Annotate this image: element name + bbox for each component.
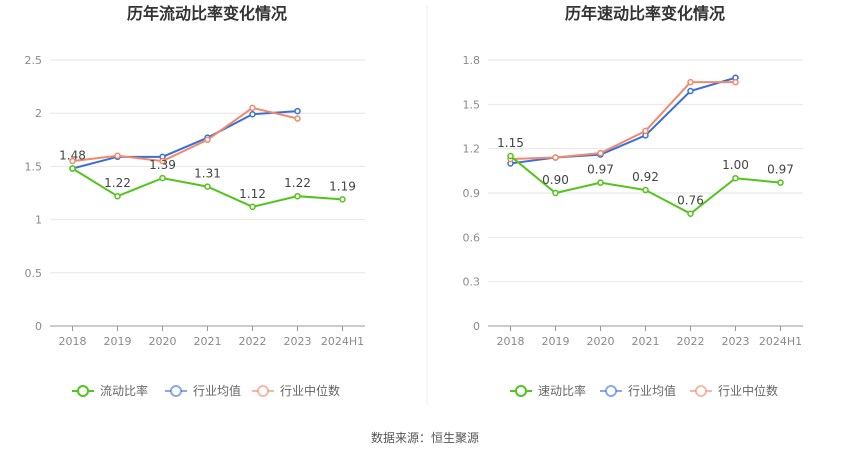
data-point bbox=[777, 179, 784, 186]
legend-marker[interactable] bbox=[257, 385, 269, 397]
data-label: 1.22 bbox=[104, 176, 131, 190]
chart-title: 历年速动比率变化情况 bbox=[565, 4, 725, 23]
legend-label[interactable]: 行业中位数 bbox=[718, 383, 778, 398]
data-label: 1.12 bbox=[239, 187, 266, 201]
legend-marker[interactable] bbox=[695, 385, 707, 397]
data-point bbox=[642, 127, 649, 135]
data-label: 0.97 bbox=[587, 163, 614, 177]
legend-marker[interactable] bbox=[605, 385, 617, 397]
source-label: 数据来源：恒生聚源 bbox=[371, 430, 479, 445]
legend-marker[interactable] bbox=[515, 385, 527, 397]
data-point bbox=[114, 152, 121, 160]
x-tick-label: 2018 bbox=[497, 335, 525, 348]
y-tick-label: 1 bbox=[35, 214, 42, 227]
data-label: 0.90 bbox=[542, 173, 569, 187]
y-tick-label: 1.2 bbox=[463, 143, 481, 156]
series-line bbox=[510, 81, 736, 161]
data-label: 1.31 bbox=[194, 167, 221, 181]
data-point bbox=[114, 192, 121, 200]
data-point bbox=[249, 104, 256, 112]
x-tick-label: 2020 bbox=[587, 335, 615, 348]
data-point bbox=[204, 136, 211, 144]
x-tick-label: 2019 bbox=[104, 335, 132, 348]
data-point bbox=[249, 203, 256, 211]
y-tick-label: 0 bbox=[473, 320, 480, 333]
y-tick-label: 2.5 bbox=[25, 54, 43, 67]
y-tick-label: 0 bbox=[35, 320, 42, 333]
y-tick-label: 1.8 bbox=[463, 54, 481, 67]
legend-marker[interactable] bbox=[77, 385, 89, 397]
data-point bbox=[249, 111, 256, 118]
y-tick-label: 1.5 bbox=[25, 160, 43, 173]
x-tick-label: 2024H1 bbox=[321, 335, 364, 348]
data-point bbox=[159, 157, 166, 165]
x-tick-label: 2023 bbox=[722, 335, 750, 348]
y-tick-label: 0.9 bbox=[463, 187, 481, 200]
legend-label[interactable]: 行业均值 bbox=[193, 383, 241, 398]
data-point bbox=[687, 87, 694, 95]
x-tick-label: 2024H1 bbox=[759, 335, 802, 348]
data-point bbox=[597, 179, 604, 186]
x-tick-label: 2022 bbox=[677, 335, 705, 348]
y-tick-label: 2 bbox=[35, 107, 42, 120]
data-label: 1.39 bbox=[149, 158, 176, 172]
data-point bbox=[204, 183, 211, 190]
legend-label[interactable]: 行业中位数 bbox=[280, 383, 340, 398]
data-label: 1.48 bbox=[59, 149, 86, 163]
y-tick-label: 0.6 bbox=[463, 231, 481, 244]
legend-label[interactable]: 速动比率 bbox=[538, 383, 586, 398]
data-point bbox=[687, 210, 694, 217]
x-tick-label: 2021 bbox=[194, 335, 222, 348]
legend-label[interactable]: 流动比率 bbox=[100, 383, 148, 398]
x-tick-label: 2022 bbox=[239, 335, 267, 348]
data-label: 0.92 bbox=[632, 170, 659, 184]
x-tick-label: 2020 bbox=[149, 335, 177, 348]
data-point bbox=[732, 78, 739, 86]
series-line bbox=[72, 110, 298, 170]
y-tick-label: 0.5 bbox=[25, 267, 43, 280]
y-tick-label: 1.5 bbox=[463, 98, 481, 111]
data-label: 1.19 bbox=[329, 179, 356, 193]
data-label: 1.00 bbox=[722, 158, 749, 172]
data-point bbox=[687, 78, 694, 86]
series-line bbox=[510, 76, 736, 165]
quick-ratio-chart: 历年速动比率变化情况 0 0.3 0.6 0.9 1.2 1.5 1.8 2018 2019 202… bbox=[463, 4, 803, 398]
data-point bbox=[294, 115, 301, 122]
x-tick-label: 2018 bbox=[59, 335, 87, 348]
data-point bbox=[642, 186, 649, 194]
data-point bbox=[597, 149, 604, 157]
legend-label[interactable]: 行业均值 bbox=[628, 383, 676, 398]
data-point bbox=[339, 196, 346, 203]
data-label: 1.22 bbox=[284, 176, 311, 190]
series-line bbox=[72, 106, 298, 163]
x-tick-label: 2021 bbox=[632, 335, 660, 348]
data-point bbox=[294, 192, 301, 200]
data-point bbox=[69, 165, 76, 172]
x-tick-label: 2019 bbox=[542, 335, 570, 348]
legend-marker[interactable] bbox=[170, 385, 182, 397]
data-point bbox=[732, 174, 739, 182]
data-point bbox=[552, 189, 559, 197]
y-tick-label: 0.3 bbox=[463, 276, 481, 289]
data-point bbox=[159, 174, 166, 182]
data-point bbox=[294, 107, 301, 115]
data-point bbox=[507, 152, 514, 160]
data-label: 0.76 bbox=[677, 194, 704, 208]
data-point bbox=[552, 154, 559, 161]
x-tick-label: 2023 bbox=[284, 335, 312, 348]
chart-title: 历年流动比率变化情况 bbox=[127, 4, 287, 23]
data-label: 0.97 bbox=[767, 163, 794, 177]
current-ratio-chart: 历年流动比率变化情况 0 0.5 1 1.5 2 2.5 2018 2019 2020 2021 20… bbox=[25, 4, 365, 398]
data-point bbox=[69, 157, 76, 165]
data-label: 1.15 bbox=[497, 136, 524, 150]
